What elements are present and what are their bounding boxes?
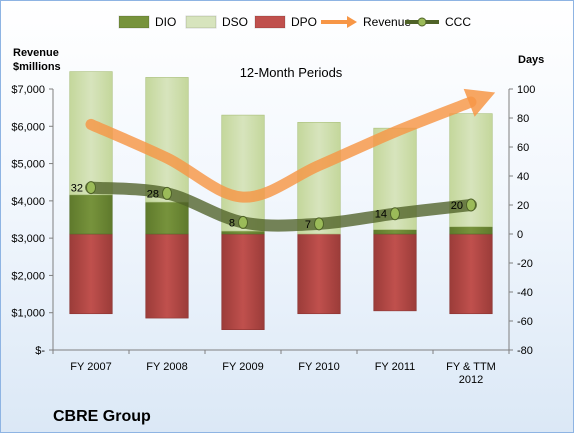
bar-dso	[145, 77, 189, 203]
legend-swatch-ccc-marker	[417, 17, 427, 27]
right-tick-label: 20	[517, 200, 529, 212]
bar-dio	[69, 194, 113, 235]
left-tick-label: $4,000	[11, 196, 45, 208]
ccc-data-label: 7	[305, 219, 311, 231]
company-name: CBRE Group	[53, 408, 151, 425]
bar-dio	[221, 230, 265, 235]
chart-subtitle: 12-Month Periods	[240, 65, 343, 80]
left-tick-label: $2,000	[11, 270, 45, 282]
x-tick-label: FY 2008	[146, 361, 187, 373]
legend-label-revenue: Revenue	[363, 15, 411, 29]
bar-dpo	[449, 233, 493, 315]
right-tick-label: 100	[517, 84, 535, 96]
left-tick-label: $6,000	[11, 121, 45, 133]
left-tick-label: $7,000	[11, 84, 45, 96]
ccc-marker	[390, 207, 400, 221]
legend-swatch-revenue-arrowhead	[347, 16, 357, 28]
revenue-arrowhead	[463, 88, 496, 117]
legend-swatch-dso	[185, 15, 217, 29]
axes: $- $1,000 $2,000 $3,000 $4,000 $5,000 $6,000 $7…	[11, 84, 535, 386]
ccc-data-label: 20	[451, 200, 463, 212]
legend-label-dpo: DPO	[291, 15, 317, 29]
x-tick-label: 2012	[459, 374, 483, 386]
legend-label-dio: DIO	[155, 15, 176, 29]
ccc-marker	[162, 186, 172, 200]
right-tick-label: -20	[517, 258, 533, 270]
x-tick-label: FY & TTM	[446, 361, 496, 373]
legend-swatch-dio	[118, 15, 150, 29]
bar-dpo	[221, 233, 265, 330]
right-tick-label: 0	[517, 229, 523, 241]
right-tick-label: -60	[517, 316, 533, 328]
ccc-marker	[238, 215, 248, 229]
x-tick-label: FY 2010	[298, 361, 339, 373]
left-axis-title-line2: $millions	[13, 61, 61, 73]
bar-dpo	[145, 233, 189, 319]
ccc-marker	[86, 181, 96, 195]
ccc-data-label: 28	[147, 188, 159, 200]
bar-dpo	[297, 233, 341, 315]
x-tick-label: FY 2011	[375, 361, 416, 373]
right-tick-label: -40	[517, 287, 533, 299]
left-tick-label: $3,000	[11, 233, 45, 245]
ccc-data-label: 8	[229, 217, 235, 229]
left-tick-label: $-	[35, 345, 45, 357]
revenue-series	[85, 88, 496, 203]
bar-dpo	[69, 233, 113, 315]
ccc-data-label: 32	[71, 183, 83, 195]
left-axis-title-line1: Revenue	[13, 47, 59, 59]
bar-dpo	[373, 233, 417, 312]
legend: DIO DSO DPO Revenue CCC	[118, 15, 471, 29]
ccc-marker	[466, 198, 476, 212]
right-axis-title: Days	[518, 54, 544, 66]
right-tick-label: 80	[517, 113, 529, 125]
left-tick-label: $5,000	[11, 159, 45, 171]
x-tick-label: FY 2007	[70, 361, 111, 373]
ccc-marker	[314, 217, 324, 231]
right-tick-label: 60	[517, 142, 529, 154]
bars	[69, 71, 493, 330]
x-tick-label: FY 2009	[222, 361, 263, 373]
legend-label-dso: DSO	[222, 15, 248, 29]
bar-dio	[145, 201, 189, 235]
right-tick-label: 40	[517, 171, 529, 183]
ccc-data-label: 14	[375, 209, 387, 221]
bar-dio	[373, 229, 417, 235]
legend-swatch-dpo	[254, 15, 286, 29]
bar-dso	[221, 114, 265, 232]
revenue-line	[85, 96, 477, 203]
ccc-series: 32 28 8 7 14 20	[71, 181, 477, 232]
legend-label-ccc: CCC	[445, 15, 471, 29]
left-tick-label: $1,000	[11, 308, 45, 320]
bar-dio	[449, 226, 493, 235]
ccc-line	[85, 181, 477, 232]
right-tick-label: -80	[517, 345, 533, 357]
